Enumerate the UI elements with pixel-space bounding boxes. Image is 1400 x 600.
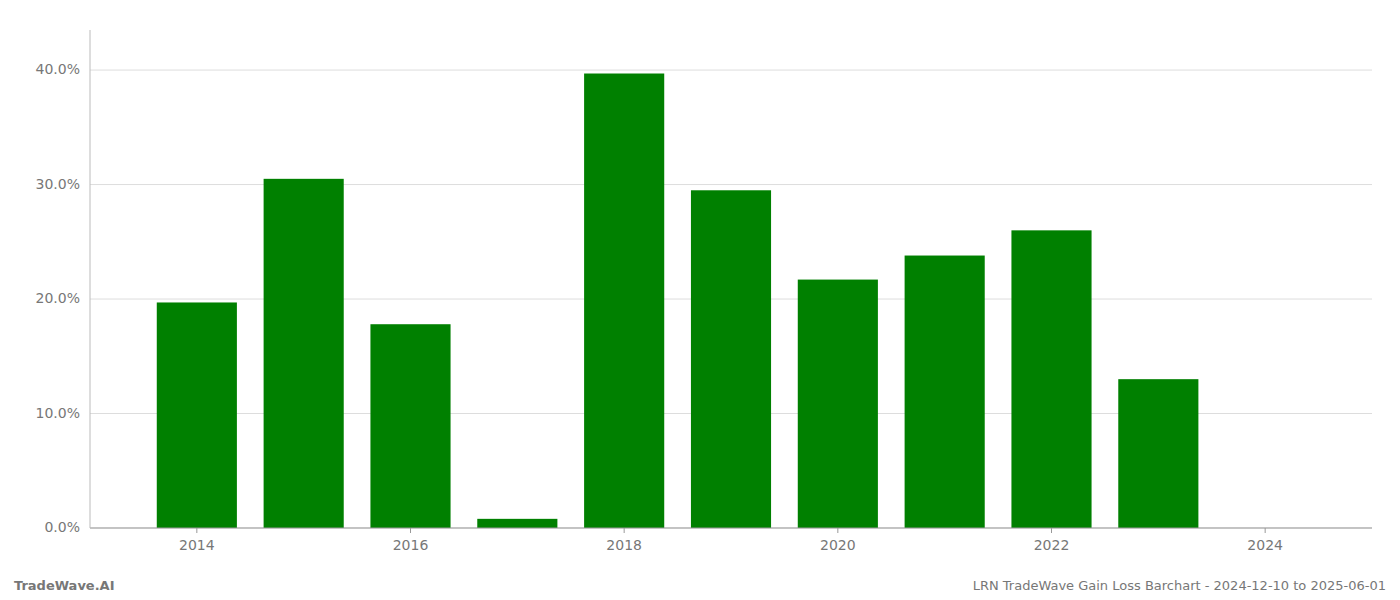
x-tick bbox=[1265, 528, 1266, 533]
x-tick bbox=[1051, 528, 1052, 533]
y-tick-label: 20.0% bbox=[36, 290, 80, 306]
axes: 0.0% 10.0% 20.0% 30.0% 40.0% 2014 2016 2018 2020… bbox=[36, 30, 1372, 553]
bar bbox=[264, 179, 344, 528]
bar bbox=[1118, 379, 1198, 528]
x-tick bbox=[410, 528, 411, 533]
grid bbox=[90, 70, 1372, 528]
x-tick-label: 2018 bbox=[606, 537, 642, 553]
footer-left: TradeWave.AI bbox=[14, 578, 115, 593]
x-tick-label: 2014 bbox=[179, 537, 215, 553]
x-tick-label: 2024 bbox=[1247, 537, 1283, 553]
footer-right: LRN TradeWave Gain Loss Barchart - 2024-… bbox=[973, 578, 1386, 593]
x-tick bbox=[196, 528, 197, 533]
y-tick-label: 30.0% bbox=[36, 176, 80, 192]
y-tick-label: 40.0% bbox=[36, 61, 80, 77]
chart: 0.0% 10.0% 20.0% 30.0% 40.0% 2014 2016 2018 2020… bbox=[0, 0, 1400, 600]
y-tick-label: 0.0% bbox=[44, 519, 80, 535]
grid-line bbox=[90, 70, 1372, 71]
bars bbox=[157, 74, 1199, 528]
bar bbox=[691, 190, 771, 528]
x-tick-label: 2016 bbox=[393, 537, 429, 553]
y-tick-label: 10.0% bbox=[36, 405, 80, 421]
y-axis-line bbox=[90, 30, 91, 528]
bar bbox=[1011, 230, 1091, 528]
x-tick-label: 2022 bbox=[1034, 537, 1070, 553]
x-tick bbox=[837, 528, 838, 533]
bar bbox=[477, 519, 557, 528]
bar bbox=[370, 324, 450, 528]
grid-line bbox=[90, 528, 1372, 529]
bar bbox=[584, 74, 664, 528]
bar bbox=[157, 302, 237, 528]
bar bbox=[905, 256, 985, 528]
x-tick-label: 2020 bbox=[820, 537, 856, 553]
bar bbox=[798, 280, 878, 528]
x-axis-line bbox=[90, 528, 1372, 529]
x-tick bbox=[624, 528, 625, 533]
